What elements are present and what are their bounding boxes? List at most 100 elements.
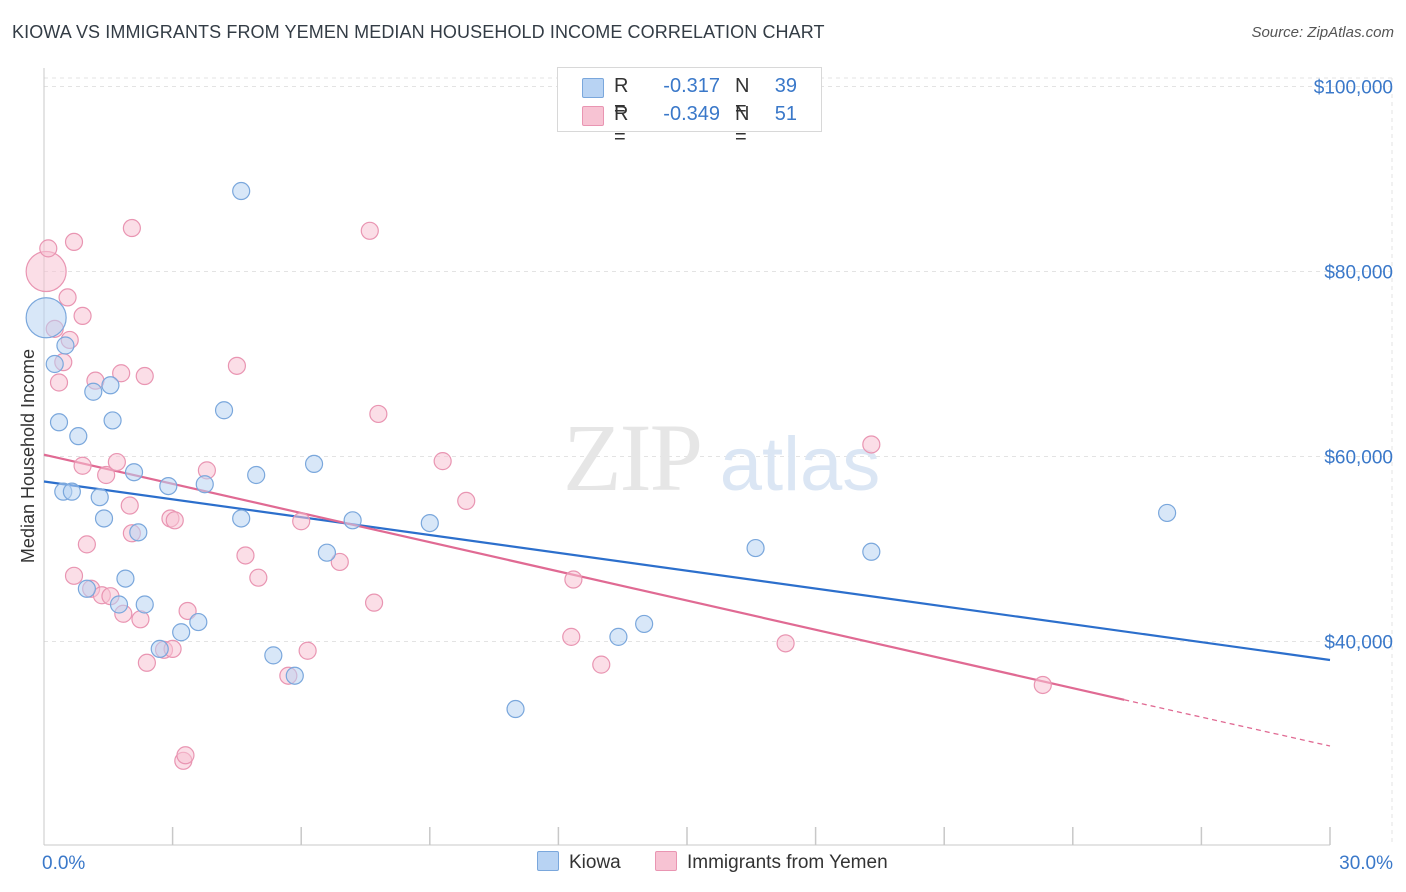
kiowa-point <box>103 411 122 430</box>
kiowa-point <box>232 509 251 528</box>
yemen-point <box>364 593 384 612</box>
kiowa-point <box>1158 503 1177 523</box>
yemen-point <box>592 655 611 674</box>
kiowa-swatch <box>582 78 604 98</box>
legend-n-label: N = <box>735 103 750 148</box>
yemen-point <box>97 465 116 485</box>
source-label: Source: ZipAtlas.com <box>1251 24 1394 41</box>
yemen-point <box>562 627 581 646</box>
legend-yemen-label: Immigrants from Yemen <box>687 852 888 873</box>
yemen-point <box>564 570 583 589</box>
yemen-point <box>25 250 67 293</box>
correlation-legend: R = -0.317 N = 39 R = -0.349 N = 51 <box>557 67 822 148</box>
yemen-point <box>457 491 476 510</box>
legend-r-value: -0.317 <box>663 75 720 97</box>
watermark-atlas: atlas <box>720 422 881 507</box>
yemen-swatch <box>582 106 604 126</box>
kiowa-point <box>94 509 114 528</box>
y-tick-label: $100,000 <box>1314 78 1393 99</box>
kiowa-trend-line <box>43 480 1331 662</box>
kiowa-point <box>862 542 881 561</box>
yemen-point <box>120 496 139 515</box>
kiowa-point <box>343 511 362 530</box>
yemen-trend-extension <box>1124 699 1331 747</box>
yemen-point <box>176 746 195 765</box>
yemen-point <box>165 511 184 530</box>
y-tick-label: $40,000 <box>1324 633 1393 654</box>
yemen-point <box>58 288 77 307</box>
kiowa-point <box>116 569 135 588</box>
yemen-point <box>107 452 126 472</box>
yemen-point <box>73 456 92 475</box>
yemen-point <box>39 239 58 258</box>
yemen-point <box>433 452 452 471</box>
yemen-point <box>330 552 349 572</box>
yemen-point <box>236 546 255 565</box>
bottom-legend-yemen: Immigrants from Yemen <box>655 851 888 874</box>
yemen-point <box>249 568 268 587</box>
yemen-point <box>227 356 246 375</box>
kiowa-point <box>264 646 283 665</box>
kiowa-point <box>635 614 654 634</box>
kiowa-point <box>150 639 169 659</box>
legend-r-label: R = <box>614 103 629 148</box>
chart-title: KIOWA VS IMMIGRANTS FROM YEMEN MEDIAN HO… <box>12 22 825 42</box>
yemen-point <box>292 512 311 531</box>
legend-kiowa-label: Kiowa <box>569 852 621 873</box>
x-tick-label: 0.0% <box>42 853 85 874</box>
yemen-trend-line <box>43 453 1125 701</box>
kiowa-point <box>135 595 154 614</box>
data-points <box>25 181 1177 770</box>
yemen-point <box>77 535 96 554</box>
trend-lines <box>43 453 1331 747</box>
kiowa-point <box>77 579 96 598</box>
yemen-point <box>776 634 795 653</box>
kiowa-point <box>109 595 129 614</box>
bottom-legend-kiowa: Kiowa <box>537 851 621 874</box>
yemen-point <box>64 566 84 585</box>
legend-n-label: N = <box>735 75 750 120</box>
yemen-point <box>135 366 154 386</box>
kiowa-point <box>62 482 81 501</box>
kiowa-point <box>45 354 64 374</box>
kiowa-point <box>247 465 266 485</box>
legend-n-value: 39 <box>774 75 797 97</box>
kiowa-point <box>420 513 439 533</box>
x-tick-label: 30.0% <box>1339 853 1393 874</box>
kiowa-point <box>609 627 628 646</box>
kiowa-point <box>101 376 120 395</box>
y-axis-title: Median Household Income <box>18 349 38 563</box>
y-tick-label: $80,000 <box>1324 263 1393 284</box>
yemen-point <box>137 653 156 672</box>
kiowa-point <box>129 523 148 542</box>
yemen-point <box>73 306 92 325</box>
kiowa-point <box>195 475 214 494</box>
axis-labels: $40,000 $60,000 $80,000 $100,000 0.0% 30.0% Me… <box>18 78 1393 875</box>
watermark-zip: ZIP <box>563 404 701 511</box>
yemen-point <box>360 221 379 240</box>
kiowa-point <box>189 612 208 632</box>
kiowa-point <box>746 538 765 558</box>
kiowa-point <box>56 336 75 355</box>
yemen-point <box>122 218 141 238</box>
kiowa-point <box>304 454 324 473</box>
kiowa-point <box>84 382 103 401</box>
yemen-point <box>862 435 881 454</box>
kiowa-point <box>172 623 191 642</box>
kiowa-point <box>124 463 144 482</box>
kiowa-point <box>506 699 525 719</box>
watermark: ZIP atlas <box>563 404 880 511</box>
kiowa-point <box>69 427 88 446</box>
axes <box>43 68 1331 846</box>
kiowa-point <box>159 477 178 496</box>
kiowa-point <box>25 297 67 339</box>
y-tick-label: $60,000 <box>1324 448 1393 469</box>
yemen-point <box>298 641 317 660</box>
yemen-point <box>49 373 69 392</box>
legend-r-value: -0.349 <box>663 103 720 125</box>
kiowa-point <box>285 666 304 685</box>
kiowa-point <box>49 413 69 432</box>
kiowa-point <box>90 488 109 507</box>
legend-n-value: 51 <box>774 103 797 125</box>
kiowa-point <box>214 401 234 420</box>
